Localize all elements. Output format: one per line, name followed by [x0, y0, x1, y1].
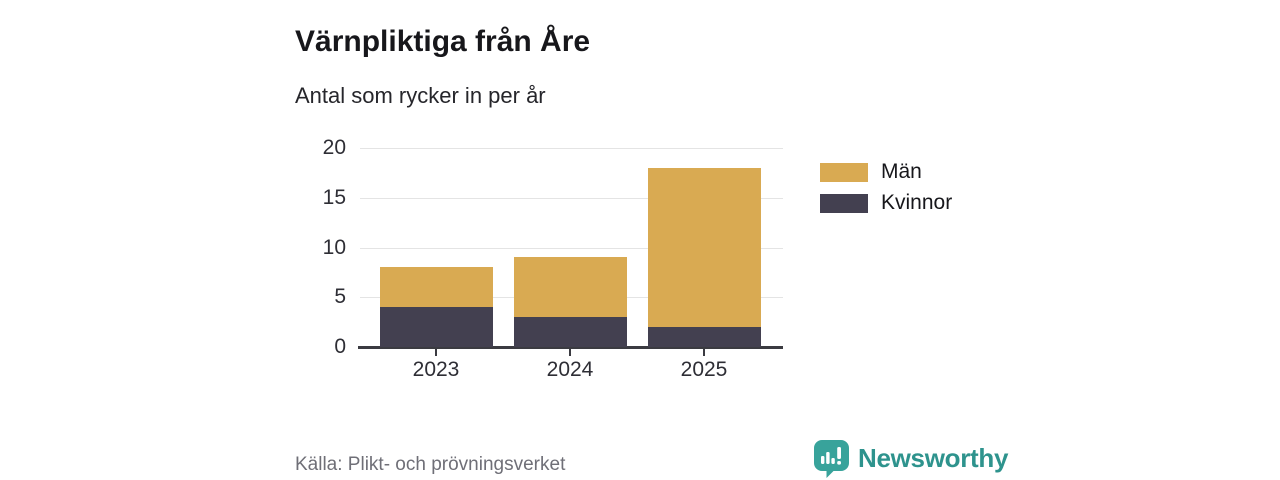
- y-axis-label: 10: [322, 236, 346, 259]
- legend-item-man[interactable]: Män: [820, 161, 922, 183]
- x-axis-label: 2023: [412, 358, 460, 381]
- legend-item-kvinnor[interactable]: Kvinnor: [820, 192, 952, 214]
- gridline-20: [360, 148, 783, 149]
- x-axis-tick: [569, 349, 571, 356]
- x-axis-tick: [435, 349, 437, 356]
- legend-swatch-kvinnor: [820, 193, 868, 213]
- x-axis-tick: [703, 349, 705, 356]
- bar-2023-kvinnor[interactable]: [379, 307, 493, 347]
- source-note: Källa: Plikt- och prövningsverket: [295, 454, 566, 475]
- y-axis-label: 15: [322, 186, 346, 209]
- gridline-10: [360, 248, 783, 249]
- newsworthy-wordmark: Newsworthy: [858, 443, 1009, 473]
- newsworthy-logo[interactable]: Newsworthy: [813, 439, 1008, 478]
- bar-2024-man[interactable]: [513, 257, 627, 318]
- x-axis-label: 2025: [680, 358, 728, 381]
- x-axis-label: 2024: [546, 358, 594, 381]
- bar-2023-man[interactable]: [379, 267, 493, 308]
- y-axis-label: 5: [334, 285, 346, 308]
- x-axis-line: [358, 346, 783, 349]
- bar-2025-kvinnor[interactable]: [647, 327, 761, 347]
- bar-2025-man[interactable]: [647, 167, 761, 328]
- page-title: Värnpliktiga från Åre: [295, 25, 591, 59]
- chart-subtitle: Antal som rycker in per år: [295, 83, 546, 108]
- bar-2024-kvinnor[interactable]: [513, 317, 627, 347]
- newsworthy-bubble-chart-icon: [813, 439, 850, 478]
- gridline-15: [360, 198, 783, 199]
- y-axis-label: 0: [334, 335, 346, 358]
- legend-swatch-man: [820, 162, 868, 182]
- legend-label: Kvinnor: [881, 191, 953, 214]
- y-axis-label: 20: [322, 136, 346, 159]
- legend-label: Män: [881, 160, 922, 183]
